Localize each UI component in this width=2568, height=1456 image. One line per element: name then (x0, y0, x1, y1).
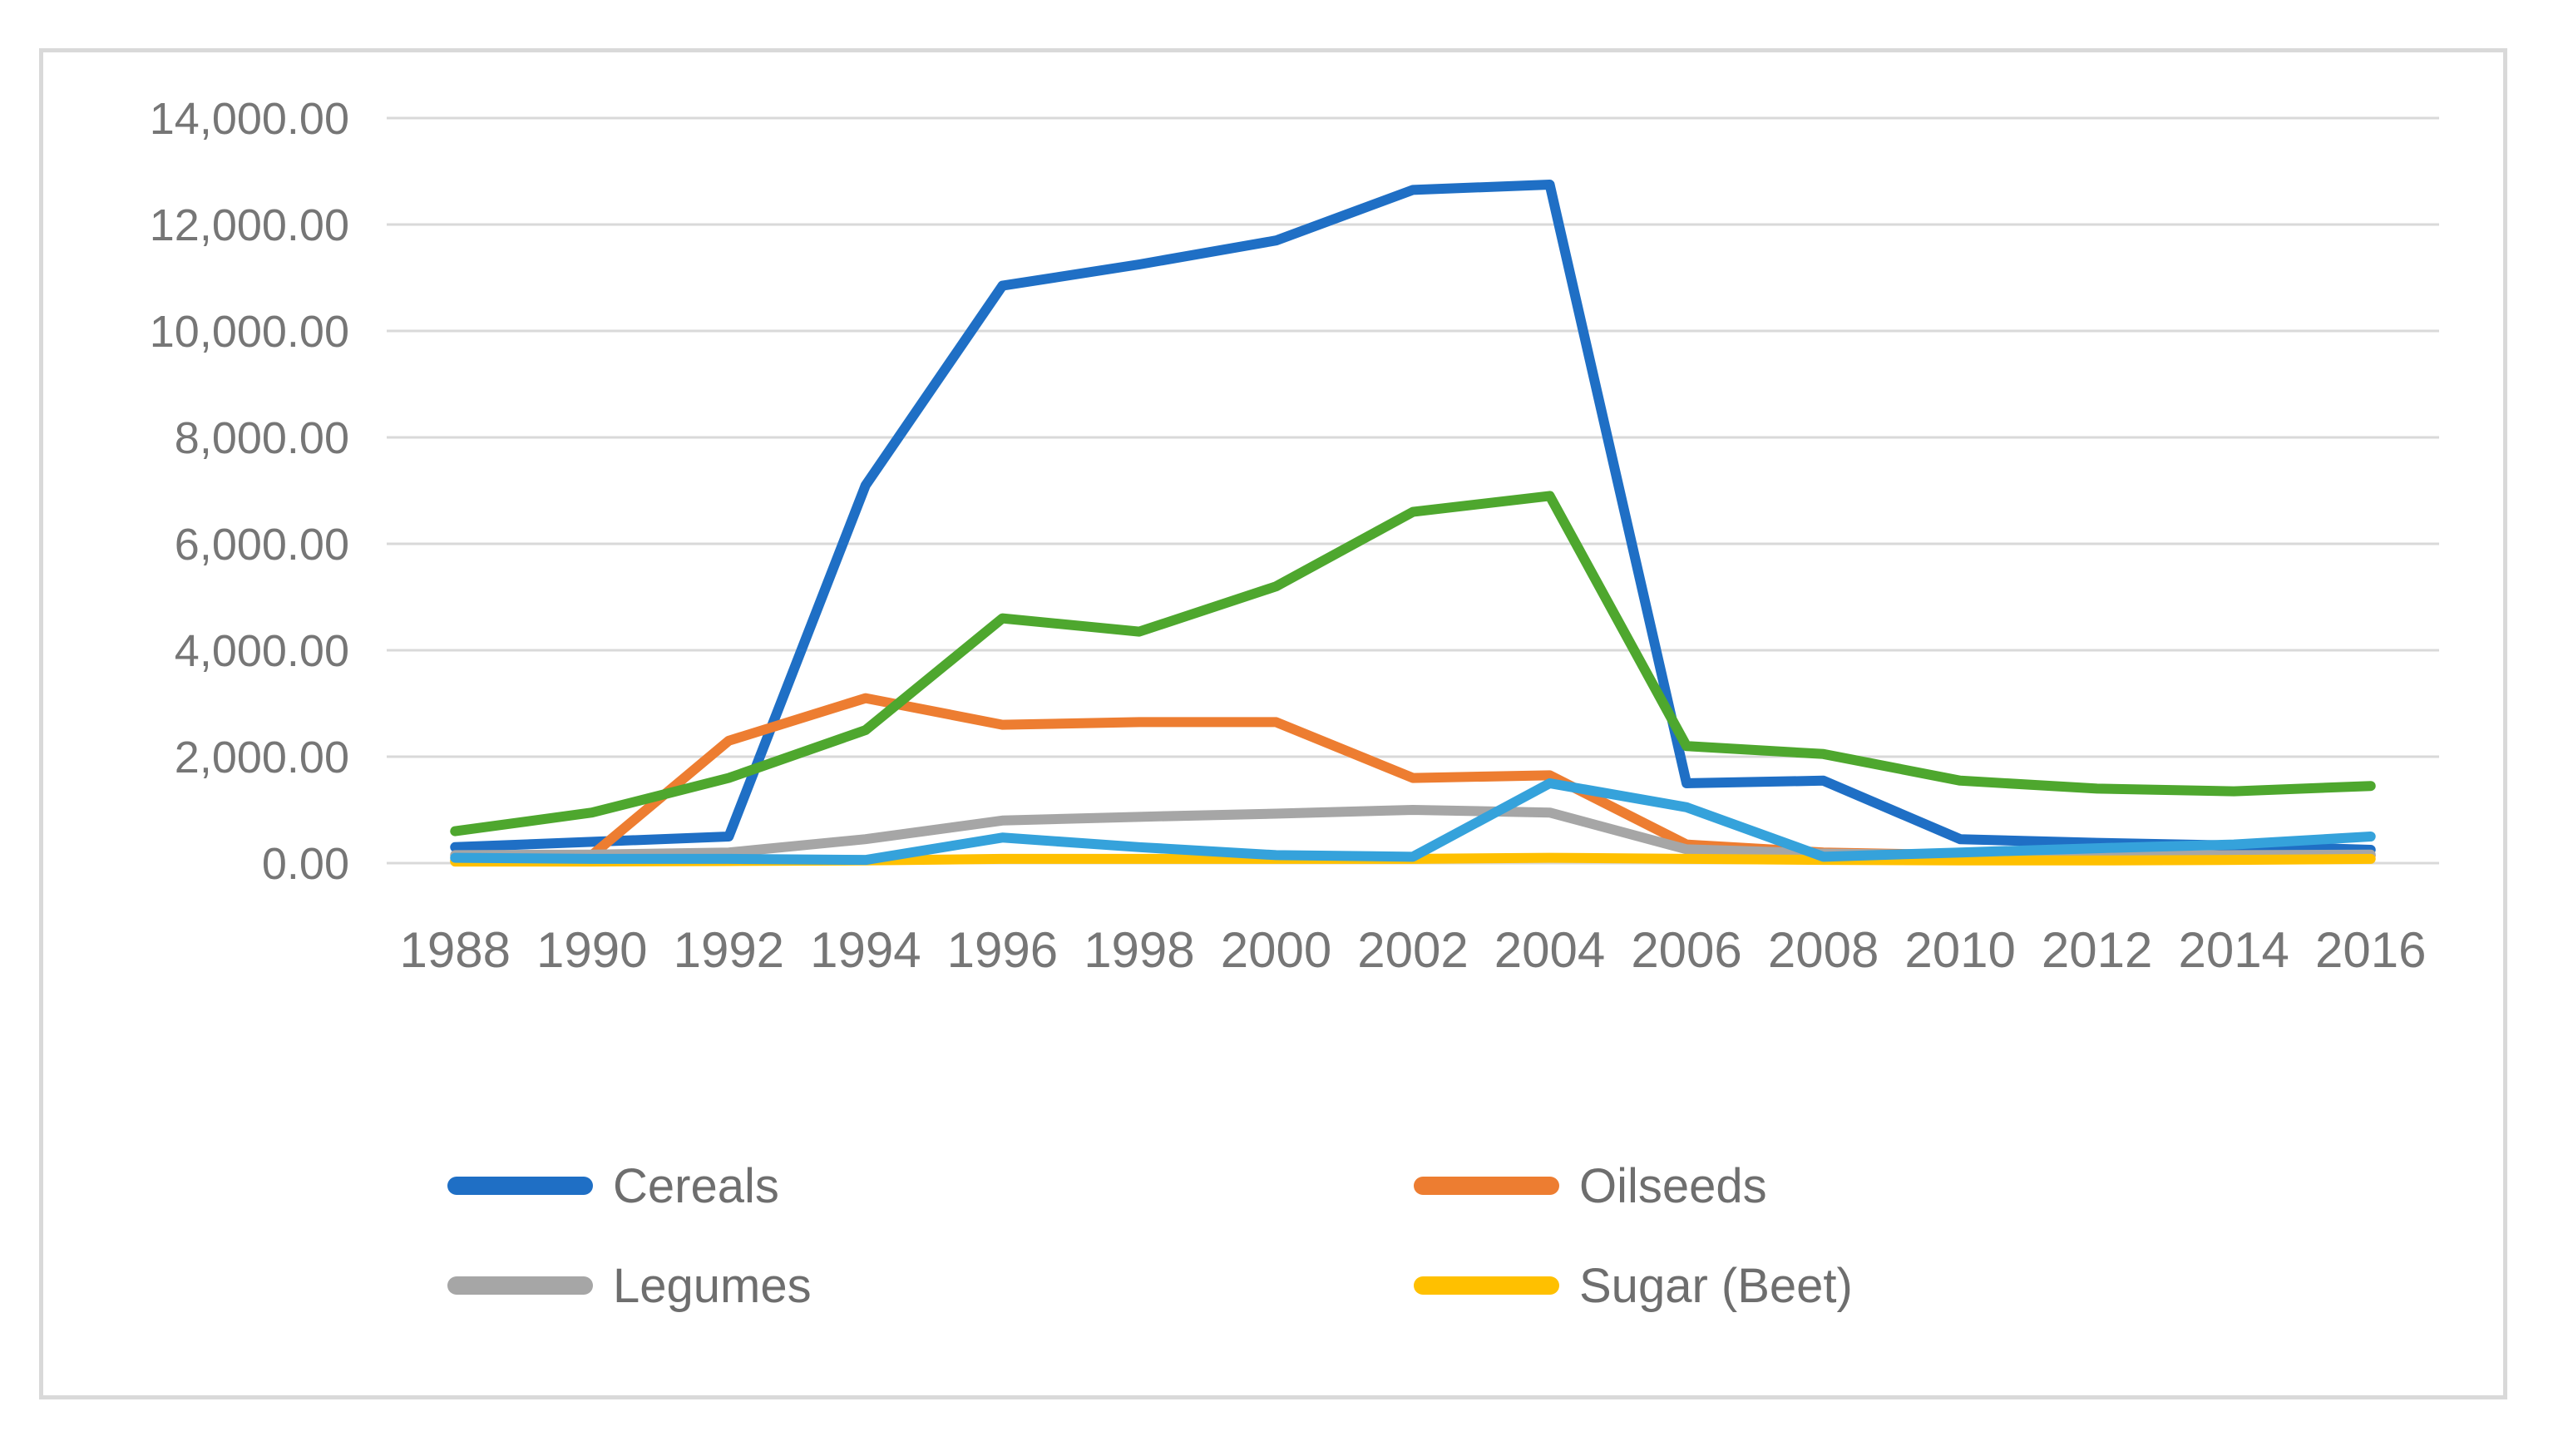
legend-item-sugar-beet: Sugar (Beet) (1414, 1252, 1853, 1319)
x-axis-tick-label: 2004 (1494, 922, 1605, 978)
legend-item-oilseeds: Oilseeds (1414, 1152, 1767, 1219)
legend-label: Cereals (613, 1158, 779, 1213)
x-axis-tick-label: 2016 (2315, 922, 2426, 978)
x-axis-tick-label: 2006 (1631, 922, 1741, 978)
x-axis-tick-label: 1988 (400, 922, 511, 978)
y-axis-tick-label: 10,000.00 (150, 307, 349, 357)
y-axis-tick-label: 0.00 (262, 839, 349, 889)
x-axis-tick-label: 1992 (674, 922, 784, 978)
legend-swatch-oilseeds (1414, 1177, 1559, 1195)
y-axis-tick-label: 2,000.00 (175, 733, 349, 782)
x-axis-tick-label: 2002 (1357, 922, 1468, 978)
legend-swatch-sugar-beet (1414, 1276, 1559, 1295)
x-axis-tick-label: 1990 (536, 922, 647, 978)
x-axis-tick-label: 2008 (1768, 922, 1879, 978)
legend-item-cereals: Cereals (447, 1152, 779, 1219)
y-axis-tick-label: 8,000.00 (175, 413, 349, 463)
y-axis-tick-label: 4,000.00 (175, 626, 349, 676)
legend-swatch-cereals (447, 1177, 593, 1195)
legend-label: Legumes (613, 1258, 812, 1313)
legend-label: Oilseeds (1579, 1158, 1767, 1213)
y-axis-tick-label: 6,000.00 (175, 520, 349, 570)
x-axis-tick-label: 2000 (1221, 922, 1331, 978)
x-axis-tick-label: 1996 (947, 922, 1058, 978)
series-line-oilseeds (450, 693, 2376, 866)
x-axis-tick-label: 2010 (1904, 922, 2015, 978)
series-line-cereals (450, 180, 2376, 855)
y-axis-tick-label: 14,000.00 (150, 94, 349, 144)
legend-label: Sugar (Beet) (1579, 1258, 1853, 1313)
y-axis-tick-label: 12,000.00 (150, 200, 349, 250)
x-axis-tick-label: 1994 (810, 922, 921, 978)
x-axis-tick-label: 1998 (1084, 922, 1194, 978)
legend-swatch-legumes (447, 1276, 593, 1295)
x-axis-tick-label: 2014 (2178, 922, 2289, 978)
x-axis-tick-label: 2012 (2042, 922, 2152, 978)
series-line-unlabeled-green (450, 491, 2376, 837)
legend-item-legumes: Legumes (447, 1252, 812, 1319)
series-line-unlabeled-light-blue (450, 778, 2376, 866)
